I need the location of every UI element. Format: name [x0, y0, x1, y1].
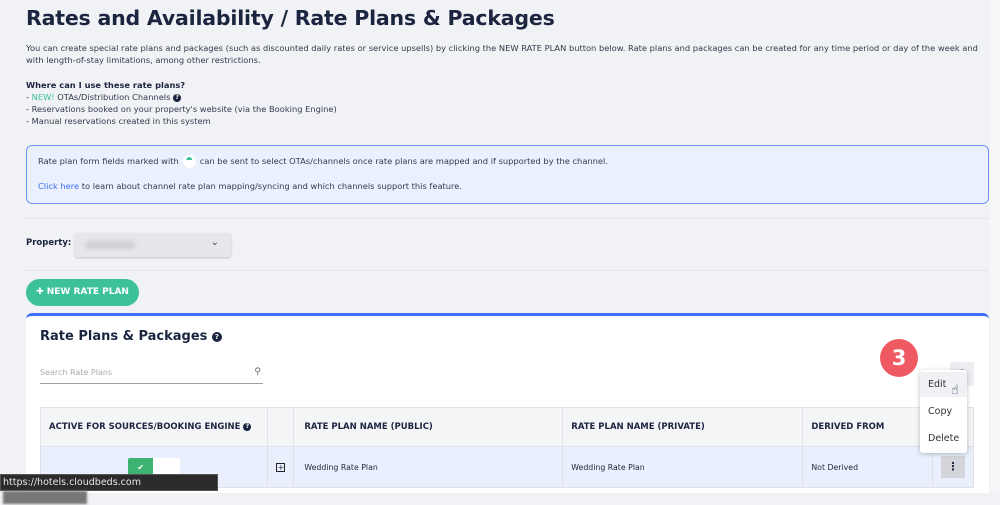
new-tag: NEW! [31, 92, 55, 102]
usage-item: - Manual reservations created in this sy… [26, 116, 211, 126]
usage-list: Where can I use these rate plans? - NEW!… [26, 79, 337, 127]
usage-item: - NEW! OTAs/Distribution Channels ? [26, 91, 337, 103]
step-badge: 3 [880, 339, 918, 377]
help-icon[interactable]: ? [243, 422, 252, 431]
check-icon: ✔ [128, 457, 154, 477]
property-label: Property: [26, 238, 72, 248]
help-icon[interactable]: ? [211, 331, 222, 342]
menu-item-edit[interactable]: Edit [920, 372, 967, 397]
page-title: Rates and Availability / Rate Plans & Pa… [26, 6, 555, 30]
col-expand [267, 407, 295, 447]
col-public-name[interactable]: RATE PLAN NAME (PUBLIC) [293, 407, 564, 447]
row-actions-menu: Edit Copy Delete [920, 370, 967, 453]
divider [26, 218, 989, 219]
col-derived[interactable]: DERIVED FROM [802, 407, 933, 447]
divider [26, 270, 989, 271]
public-name[interactable]: Wedding Rate Plan [293, 446, 564, 488]
derived-from: Not Derived [802, 446, 933, 488]
click-here-link[interactable]: Click here [38, 181, 80, 191]
channel-sync-icon: ⯊ [182, 155, 196, 168]
usage-item: - Reservations booked on your property's… [26, 104, 337, 114]
col-active[interactable]: ACTIVE FOR SOURCES/BOOKING ENGINE ? [39, 407, 269, 447]
row-actions-button[interactable]: ⋮ [941, 456, 965, 478]
usage-heading: Where can I use these rate plans? [26, 80, 186, 90]
help-icon[interactable]: ? [173, 93, 182, 102]
private-name: Wedding Rate Plan [562, 446, 804, 488]
card-title: Rate Plans & Packages ? [40, 329, 222, 344]
plus-icon: ✚ [36, 287, 47, 297]
search-icon: ⚲ [254, 367, 261, 377]
table-row: ✔ + Wedding Rate Plan Wedding Rate Plan … [39, 446, 974, 488]
search-input[interactable]: Search Rate Plans ⚲ [40, 365, 263, 384]
property-select[interactable]: ⌄ [75, 233, 231, 257]
menu-item-copy[interactable]: Copy [928, 406, 953, 417]
intro-text: You can create special rate plans and pa… [26, 43, 978, 65]
info-box: Rate plan form fields marked with ⯊ can be… [26, 145, 989, 204]
rate-plans-table: ACTIVE FOR SOURCES/BOOKING ENGINE ? RATE… [39, 407, 974, 488]
chevron-down-icon: ⌄ [210, 237, 219, 248]
col-private-name[interactable]: RATE PLAN NAME (PRIVATE) [562, 407, 804, 447]
status-bar: https://hotels.cloudbeds.com [0, 474, 218, 504]
expand-icon[interactable]: + [276, 462, 286, 472]
active-toggle[interactable]: ✔ [128, 457, 181, 477]
menu-item-delete[interactable]: Delete [928, 433, 960, 444]
scrollbar[interactable] [990, 0, 1000, 491]
hand-cursor-icon: ☝ [951, 383, 959, 398]
new-rate-plan-button[interactable]: ✚ NEW RATE PLAN [26, 279, 139, 306]
table-header-row: ACTIVE FOR SOURCES/BOOKING ENGINE ? RATE… [39, 407, 974, 447]
